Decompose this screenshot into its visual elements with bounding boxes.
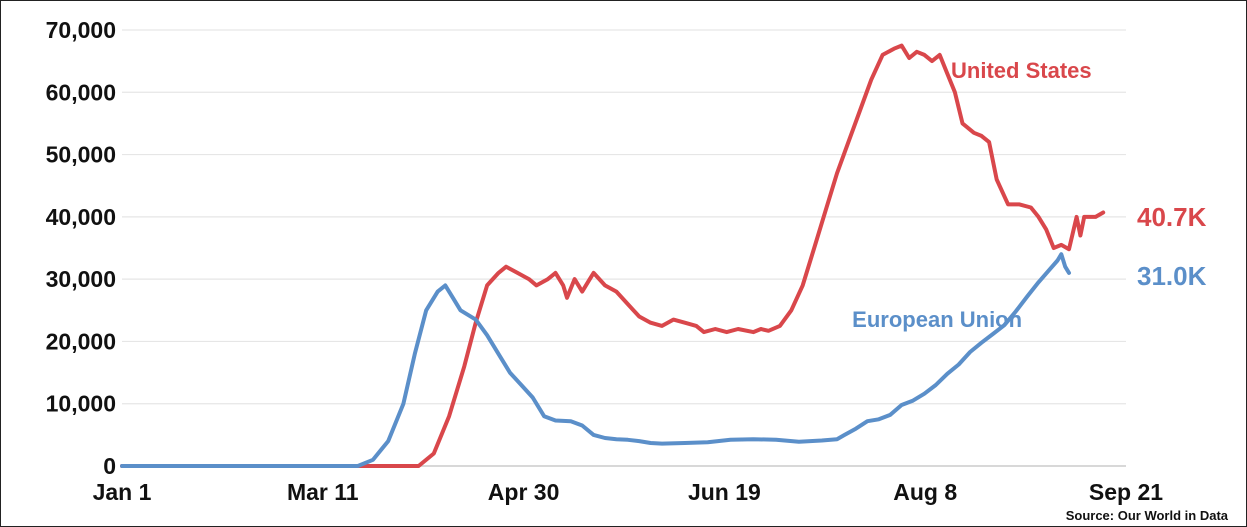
series-lines [120, 43, 1106, 468]
x-tick-label: Sep 21 [1089, 479, 1163, 505]
x-tick-label: Apr 30 [488, 479, 560, 505]
y-tick-label: 50,000 [46, 142, 116, 168]
y-tick-label: 40,000 [46, 204, 116, 230]
series-line-1 [120, 252, 1071, 468]
x-tick-label: Jan 1 [93, 479, 152, 505]
y-tick-label: 60,000 [46, 79, 116, 105]
labels: 0 10,000 20,000 30,000 40,000 50,000 60,000 70,… [46, 17, 1229, 523]
y-tick-label: 20,000 [46, 328, 116, 354]
x-tick-label: Jun 19 [688, 479, 761, 505]
series-label-eu: European Union [852, 307, 1022, 332]
gridlines [122, 29, 1126, 467]
y-tick-label: 10,000 [46, 391, 116, 417]
y-tick-label: 30,000 [46, 266, 116, 292]
y-tick-label: 70,000 [46, 17, 116, 43]
series-label-us: United States [951, 58, 1092, 83]
series-line-0 [120, 43, 1106, 468]
x-tick-label: Mar 11 [287, 479, 359, 505]
x-tick-label: Aug 8 [893, 479, 957, 505]
y-tick-label: 0 [103, 453, 116, 479]
source-label: Source: Our World in Data [1066, 508, 1229, 523]
end-label-eu: 31.0K [1137, 261, 1207, 291]
end-label-us: 40.7K [1137, 202, 1207, 232]
